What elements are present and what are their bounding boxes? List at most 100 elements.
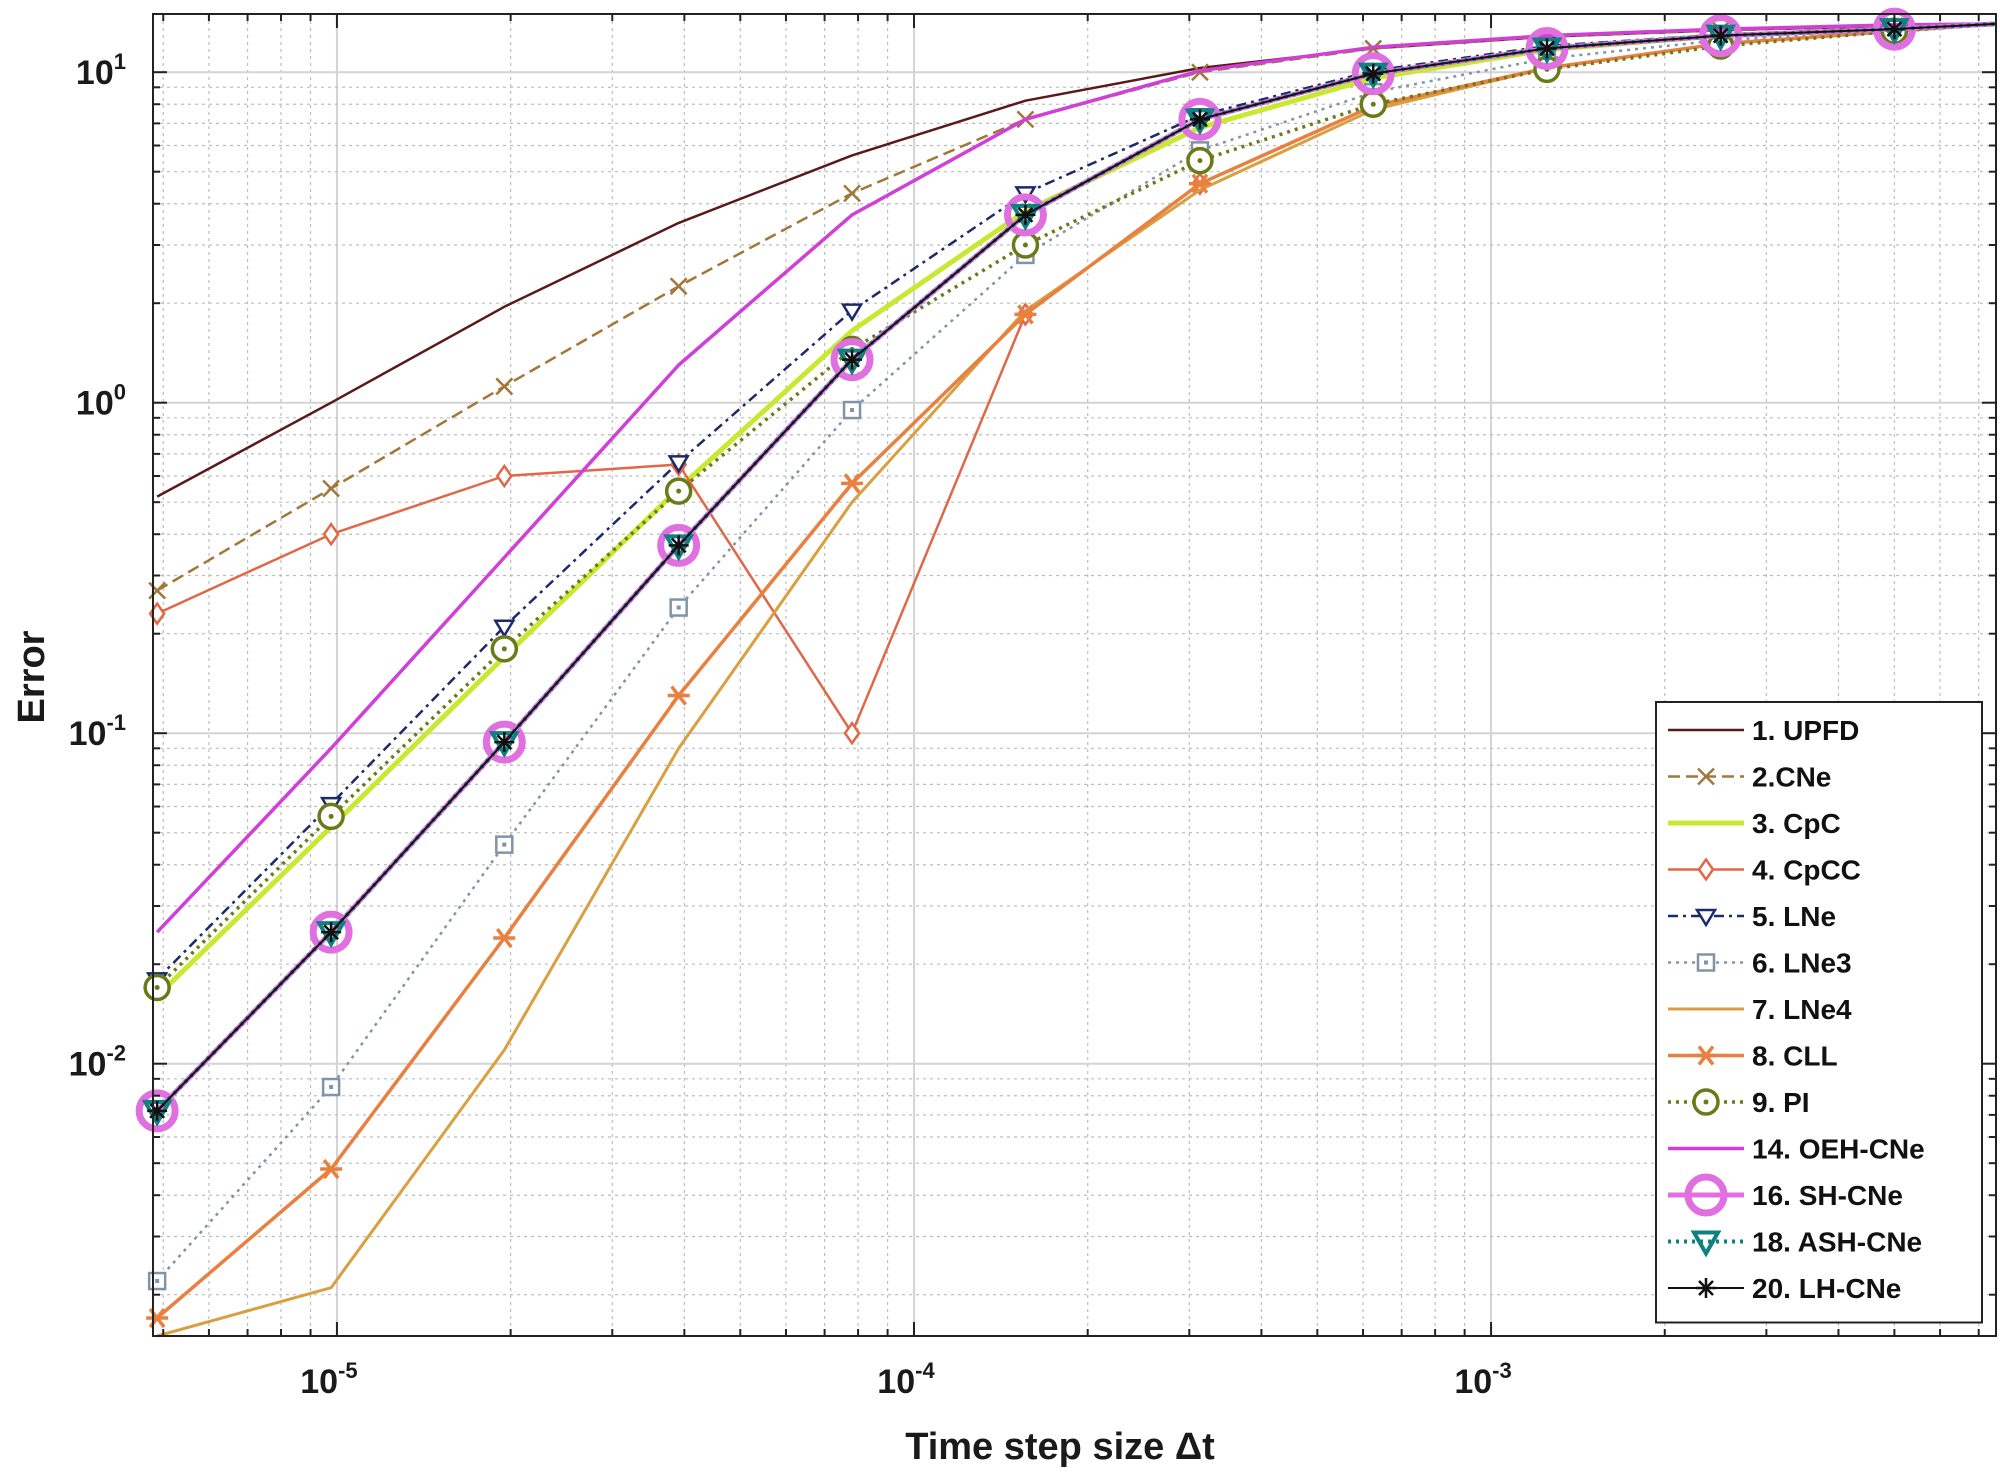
data-point: [668, 535, 689, 556]
data-point: [667, 685, 690, 706]
series-line: [156, 22, 1997, 1282]
data-point: [148, 581, 167, 600]
data-point: [320, 1158, 343, 1180]
legend-label: 7. LNe4: [1752, 994, 1852, 1025]
data-point: [664, 477, 693, 505]
grid: [153, 14, 1996, 1336]
data-point: [321, 1077, 341, 1097]
data-point: [495, 463, 513, 489]
data-point: [841, 473, 864, 494]
plot-frame: [152, 13, 1997, 1337]
data-point: [322, 479, 340, 498]
series-line: [155, 22, 1997, 934]
data-point: [317, 802, 345, 831]
data-point: [667, 455, 690, 474]
legend-item: 20. LH-CNe: [1668, 1273, 1901, 1304]
x-tick-label: 10-3: [1454, 1358, 1511, 1401]
data-point: [1525, 26, 1569, 70]
legend-label: 9. PI: [1752, 1087, 1810, 1118]
legend-label: 3. CpC: [1752, 808, 1841, 839]
legend-label: 4. CpCC: [1752, 855, 1861, 886]
data-point: [143, 973, 171, 1002]
data-point: [1351, 52, 1395, 96]
legend-item: 18. ASH-CNe: [1668, 1227, 1922, 1258]
legend-label: 20. LH-CNe: [1752, 1273, 1901, 1304]
data-point: [493, 927, 516, 949]
data-point: [1186, 146, 1214, 175]
legend-item: 16. SH-CNe: [1668, 1173, 1903, 1217]
legend-item: 1. UPFD: [1668, 715, 1859, 746]
legend-box: [1655, 701, 1983, 1324]
series-line: [156, 22, 1997, 981]
data-point: [830, 338, 874, 382]
data-point: [493, 619, 516, 639]
legend-marker: [1697, 857, 1715, 882]
legend-item: 6. LNe3: [1668, 948, 1852, 979]
series-10: [155, 22, 1997, 934]
legend-marker: [1697, 767, 1715, 786]
data-point: [309, 910, 353, 954]
legend-label: 5. LNe: [1752, 901, 1836, 932]
data-point: [147, 1271, 167, 1291]
legend: 1. UPFD 2.CNe 3. CpC 4. CpCC 5. LNe 6. LNe3 7.…: [1655, 701, 1983, 1324]
data-point: [147, 1100, 168, 1121]
legend-item: 4. CpCC: [1668, 855, 1861, 886]
data-point: [843, 184, 861, 203]
legend-marker: [1694, 908, 1718, 928]
series-layer: [135, 7, 1997, 1338]
legend-label: 18. ASH-CNe: [1752, 1227, 1922, 1258]
y-tick-label: 10-1: [69, 710, 126, 753]
legend-item: 14. OEH-CNe: [1668, 1134, 1925, 1165]
data-point: [657, 523, 701, 567]
series-line: [155, 22, 1997, 1320]
y-axis-label: Error: [11, 630, 53, 723]
y-tick-label: 10-2: [69, 1041, 126, 1084]
data-point: [1015, 204, 1036, 225]
legend-marker: [1696, 953, 1716, 972]
legend-label: 16. SH-CNe: [1752, 1180, 1903, 1211]
data-point: [321, 922, 342, 943]
legend-marker: [1692, 1088, 1720, 1116]
data-point: [135, 1089, 179, 1133]
data-point: [494, 732, 515, 753]
axes: 10-5 10-4 10-3 10-2 10-1 100 101: [69, 13, 1997, 1401]
data-point: [1003, 193, 1047, 237]
legend-label: 1. UPFD: [1752, 715, 1859, 746]
legend-label: 2.CNe: [1752, 762, 1831, 793]
x-axis-label: Time step size Δt: [905, 1426, 1215, 1468]
data-point: [1536, 38, 1557, 59]
legend-label: 8. CLL: [1752, 1041, 1838, 1072]
y-tick-label: 100: [76, 380, 126, 423]
data-point: [1189, 109, 1210, 130]
data-point: [1014, 304, 1037, 325]
legend-item: 5. LNe: [1668, 901, 1836, 932]
series-line: [155, 22, 1997, 989]
legend-label: 14. OEH-CNe: [1752, 1134, 1925, 1165]
legend-label: 6. LNe3: [1752, 948, 1852, 979]
series-13: [147, 19, 1997, 1121]
data-point: [482, 720, 526, 764]
data-point: [840, 303, 864, 322]
legend-item: 9. PI: [1668, 1087, 1810, 1118]
legend-item: 8. CLL: [1668, 1041, 1838, 1072]
legend-item: 7. LNe4: [1668, 994, 1852, 1025]
data-point: [495, 377, 514, 396]
data-point: [1178, 97, 1222, 141]
data-point: [1011, 231, 1040, 259]
data-point: [843, 721, 861, 746]
data-point: [1710, 25, 1731, 46]
y-tick-label: 101: [76, 49, 126, 92]
data-point: [669, 277, 688, 296]
legend-marker: [1695, 1045, 1717, 1066]
data-point: [1363, 63, 1384, 84]
data-point: [495, 835, 514, 854]
series-line: [156, 22, 1997, 1112]
legend-item: 3. CpC: [1668, 808, 1841, 839]
data-point: [1884, 19, 1905, 40]
legend-marker: [1690, 1230, 1722, 1258]
x-tick-label: 10-5: [300, 1358, 357, 1401]
legend-marker: [1684, 1173, 1728, 1217]
data-point: [842, 400, 862, 420]
data-point: [1188, 173, 1211, 194]
